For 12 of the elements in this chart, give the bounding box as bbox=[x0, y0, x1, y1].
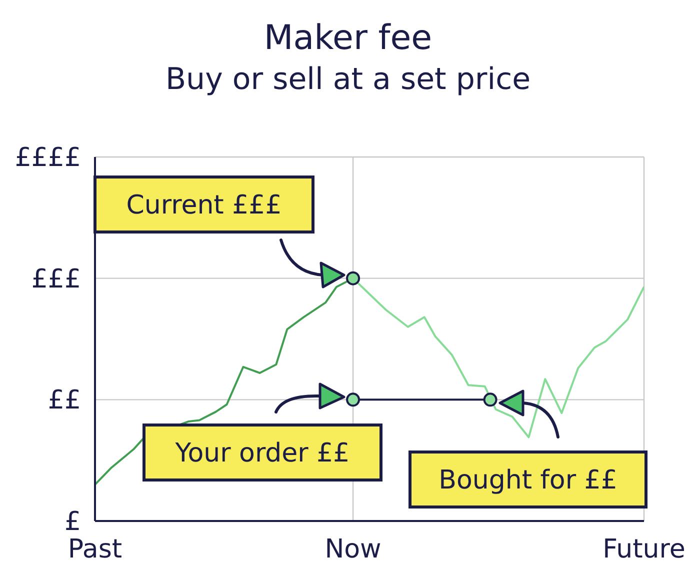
annotation: Bought for ££ bbox=[438, 466, 618, 496]
text: Current £££ bbox=[126, 190, 282, 220]
text: £££ bbox=[31, 264, 81, 294]
annotation: Your order ££ bbox=[174, 438, 350, 468]
text: ££££ bbox=[14, 143, 81, 173]
x-tick-label: Now bbox=[324, 534, 382, 564]
x-tick-label: Past bbox=[68, 534, 122, 564]
x-tick-label: Future bbox=[602, 534, 686, 564]
text: ££ bbox=[48, 386, 81, 416]
chart-title: Maker fee bbox=[262, 18, 434, 58]
text: £ bbox=[64, 507, 81, 537]
chart-subtitle: Buy or sell at a set price bbox=[164, 62, 532, 97]
